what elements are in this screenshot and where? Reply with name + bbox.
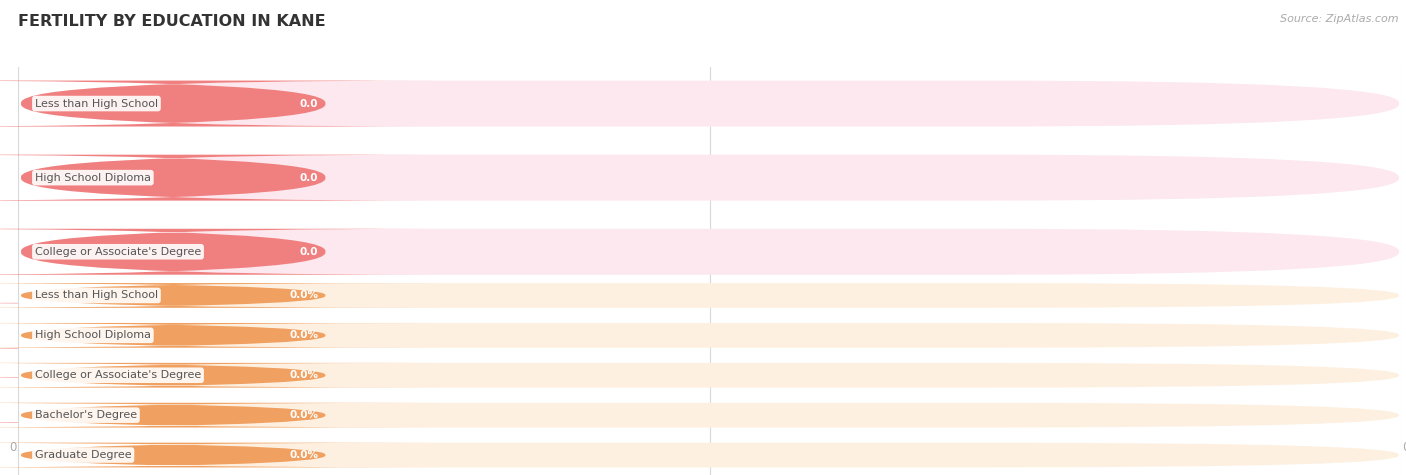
FancyBboxPatch shape: [0, 283, 436, 308]
FancyBboxPatch shape: [0, 363, 436, 388]
Text: Less than High School: Less than High School: [35, 98, 157, 109]
FancyBboxPatch shape: [21, 283, 1399, 308]
Text: 0.0%: 0.0%: [290, 450, 319, 460]
FancyBboxPatch shape: [21, 303, 1399, 349]
Text: 0.0%: 0.0%: [290, 330, 319, 341]
Text: Graduate Degree: Graduate Degree: [35, 395, 132, 405]
Text: Bachelor's Degree: Bachelor's Degree: [35, 321, 136, 331]
Text: 0.0: 0.0: [299, 98, 319, 109]
Text: College or Associate's Degree: College or Associate's Degree: [35, 370, 201, 380]
FancyBboxPatch shape: [21, 377, 1399, 423]
FancyBboxPatch shape: [21, 229, 1399, 275]
Text: High School Diploma: High School Diploma: [35, 330, 150, 341]
Text: College or Associate's Degree: College or Associate's Degree: [35, 247, 201, 257]
Text: Less than High School: Less than High School: [35, 290, 157, 301]
Text: 0.0%: 0.0%: [290, 370, 319, 380]
Text: 0.0: 0.0: [299, 247, 319, 257]
Text: 0.0: 0.0: [299, 395, 319, 405]
Text: Graduate Degree: Graduate Degree: [35, 450, 132, 460]
Text: 0.0: 0.0: [299, 321, 319, 331]
FancyBboxPatch shape: [21, 323, 1399, 348]
FancyBboxPatch shape: [0, 155, 436, 200]
Text: Bachelor's Degree: Bachelor's Degree: [35, 410, 136, 420]
FancyBboxPatch shape: [0, 443, 436, 467]
FancyBboxPatch shape: [0, 377, 436, 423]
FancyBboxPatch shape: [0, 81, 436, 126]
FancyBboxPatch shape: [0, 323, 436, 348]
Text: FERTILITY BY EDUCATION IN KANE: FERTILITY BY EDUCATION IN KANE: [18, 14, 326, 29]
FancyBboxPatch shape: [21, 155, 1399, 200]
FancyBboxPatch shape: [0, 403, 436, 428]
FancyBboxPatch shape: [21, 443, 1399, 467]
Text: 0.0: 0.0: [299, 172, 319, 183]
FancyBboxPatch shape: [0, 303, 436, 349]
Text: 0.0%: 0.0%: [290, 290, 319, 301]
FancyBboxPatch shape: [21, 81, 1399, 126]
Text: 0.0%: 0.0%: [290, 410, 319, 420]
FancyBboxPatch shape: [21, 403, 1399, 428]
Text: High School Diploma: High School Diploma: [35, 172, 150, 183]
Text: Source: ZipAtlas.com: Source: ZipAtlas.com: [1281, 14, 1399, 24]
FancyBboxPatch shape: [0, 229, 436, 275]
FancyBboxPatch shape: [21, 363, 1399, 388]
